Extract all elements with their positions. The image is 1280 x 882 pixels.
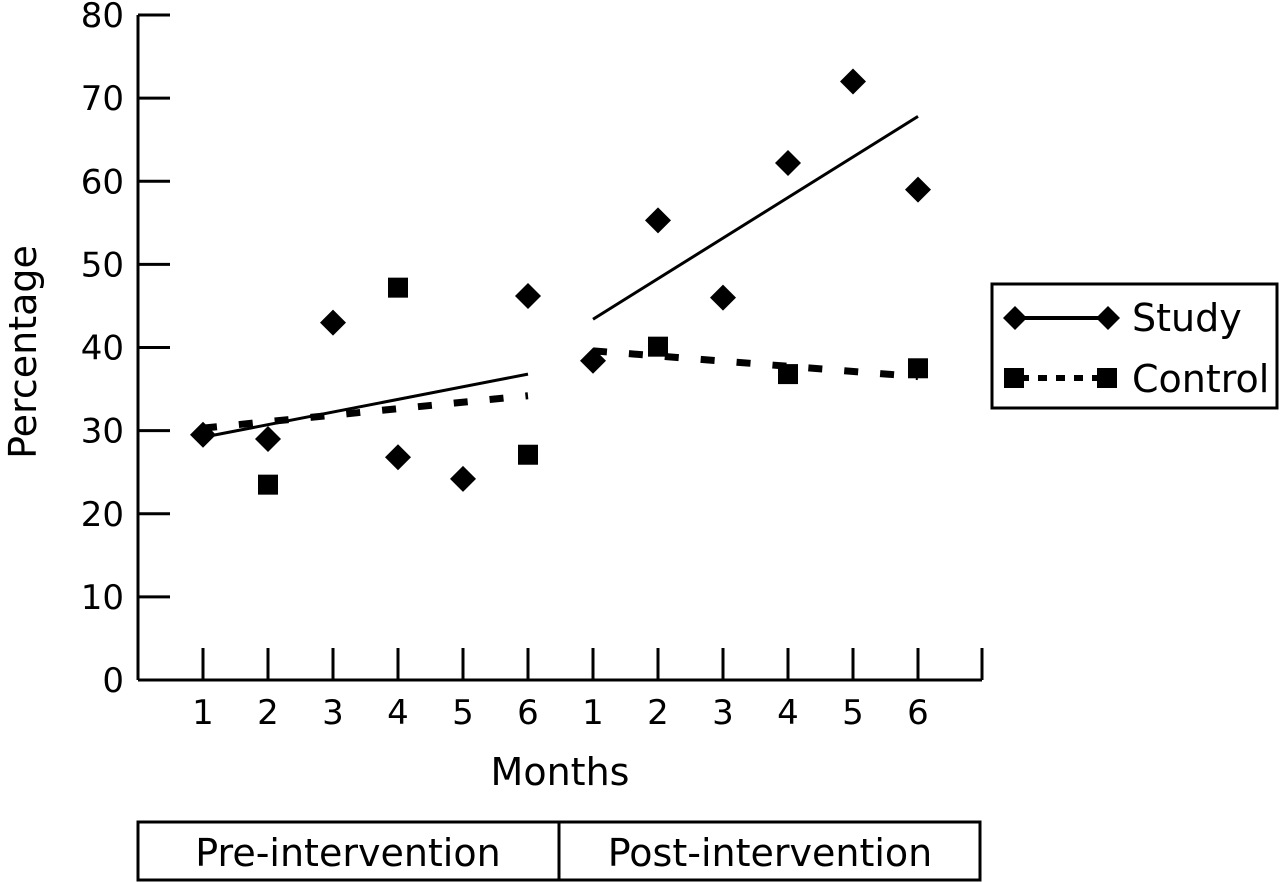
phase-label-post: Post-intervention (608, 831, 933, 875)
y-tick-label: 40 (81, 329, 124, 369)
y-tick-label: 70 (81, 79, 124, 119)
x-tick-label: 3 (322, 693, 344, 733)
legend-box (990, 282, 1279, 410)
x-tick-label: 3 (712, 693, 734, 733)
y-tick-label: 0 (102, 661, 124, 701)
y-axis-label: Percentage (1, 245, 45, 459)
study-point (255, 425, 281, 452)
study-point (190, 421, 216, 448)
study-point (710, 284, 736, 311)
x-tick-label: 2 (257, 693, 279, 733)
legend-control-label: Control (1132, 357, 1269, 401)
y-tick-label: 60 (81, 162, 124, 202)
study-point (645, 207, 671, 234)
x-tick-label: 1 (582, 693, 604, 733)
study-point (515, 282, 541, 309)
study-point (775, 149, 801, 176)
study-point (450, 465, 476, 492)
study-trend-post (592, 115, 919, 321)
x-tick-label: 6 (907, 693, 929, 733)
legend: Study Control (990, 282, 1279, 410)
y-tick-label: 20 (81, 495, 124, 535)
y-tick-label: 30 (81, 412, 124, 452)
control-point (778, 364, 798, 385)
study-point (840, 68, 866, 95)
control-point (388, 277, 408, 298)
x-axis-label: Months (491, 750, 630, 794)
control-trend-post (592, 347, 919, 381)
axes: 0 10 20 30 40 50 60 70 80 1 2 3 4 5 6 1 2 3 4 5 6 (81, 0, 984, 733)
y-tick-label: 50 (81, 245, 124, 285)
x-tick-label: 4 (387, 693, 409, 733)
data-markers (190, 68, 931, 495)
control-point (258, 474, 278, 495)
control-point (648, 336, 668, 357)
legend-study-label: Study (1132, 296, 1242, 340)
legend-study-marker-left (1003, 306, 1027, 330)
y-tick-label: 10 (81, 578, 124, 618)
x-tick-label: 1 (192, 693, 214, 733)
phase-bar: Pre-intervention Post-intervention (136, 820, 982, 882)
trend-lines (202, 115, 919, 439)
control-point (908, 358, 928, 379)
legend-control-marker-right (1097, 368, 1117, 388)
control-trend-pre (202, 392, 529, 432)
study-point (320, 309, 346, 336)
legend-control-marker-left (1004, 368, 1024, 388)
x-tick-label: 5 (842, 693, 864, 733)
y-tick-label: 80 (81, 0, 124, 36)
phase-label-pre: Pre-intervention (195, 831, 500, 875)
x-tick-label: 6 (517, 693, 539, 733)
study-point (580, 347, 606, 374)
study-point (385, 444, 411, 471)
x-tick-label: 4 (777, 693, 799, 733)
study-point (905, 176, 931, 203)
legend-study-marker-right (1096, 306, 1120, 330)
x-tick-label: 5 (452, 693, 474, 733)
study-trend-pre (202, 372, 529, 439)
x-tick-label: 2 (647, 693, 669, 733)
control-point (518, 444, 538, 465)
